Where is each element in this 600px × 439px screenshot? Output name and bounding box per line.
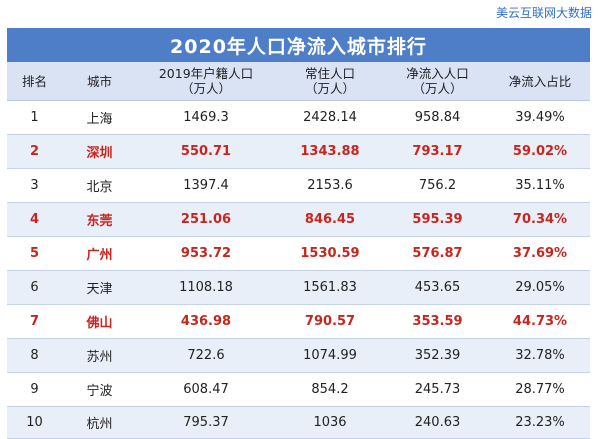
cell-ratio: 28.77% <box>490 372 590 407</box>
cell-hukou: 1397.4 <box>137 168 275 203</box>
cell-net-inflow: 576.87 <box>385 236 490 271</box>
cell-city: 佛山 <box>62 304 137 339</box>
cell-hukou: 608.47 <box>137 372 275 407</box>
cell-ratio: 44.73% <box>490 304 590 339</box>
cell-hukou: 251.06 <box>137 202 275 237</box>
cell-hukou: 1469.3 <box>137 100 275 135</box>
cell-rank: 4 <box>7 202 62 237</box>
ranking-table: 排名 城市 2019年户籍人口 （万人） 常住人口 （万人） 净流入人口 （万人） 净… <box>7 62 590 439</box>
cell-hukou: 722.6 <box>137 338 275 373</box>
table-row: 5 广州 953.72 1530.59 576.87 37.69% <box>7 236 590 271</box>
cell-city: 苏州 <box>62 338 137 373</box>
cell-rank: 5 <box>7 236 62 271</box>
table-row: 3 北京 1397.4 2153.6 756.2 35.11% <box>7 168 590 203</box>
header-net-inflow: 净流入人口 （万人） <box>385 62 490 101</box>
table-row: 4 东莞 251.06 846.45 595.39 70.34% <box>7 202 590 237</box>
table-row: 9 宁波 608.47 854.2 245.73 28.77% <box>7 372 590 407</box>
cell-rank: 3 <box>7 168 62 203</box>
cell-city: 北京 <box>62 168 137 203</box>
table-row: 7 佛山 436.98 790.57 353.59 44.73% <box>7 304 590 339</box>
header-ratio: 净流入占比 <box>490 62 590 101</box>
cell-rank: 9 <box>7 372 62 407</box>
header-hukou: 2019年户籍人口 （万人） <box>137 62 275 101</box>
cell-net-inflow: 353.59 <box>385 304 490 339</box>
table-row: 1 上海 1469.3 2428.14 958.84 39.49% <box>7 100 590 135</box>
cell-rank: 10 <box>7 406 62 439</box>
table-row: 8 苏州 722.6 1074.99 352.39 32.78% <box>7 338 590 373</box>
cell-resident: 854.2 <box>275 372 385 407</box>
cell-resident: 2428.14 <box>275 100 385 135</box>
cell-rank: 2 <box>7 134 62 169</box>
cell-ratio: 35.11% <box>490 168 590 203</box>
cell-net-inflow: 958.84 <box>385 100 490 135</box>
table-row: 6 天津 1108.18 1561.83 453.65 29.05% <box>7 270 590 305</box>
cell-rank: 1 <box>7 100 62 135</box>
cell-city: 东莞 <box>62 202 137 237</box>
table-header-row: 排名 城市 2019年户籍人口 （万人） 常住人口 （万人） 净流入人口 （万人） 净… <box>7 62 590 101</box>
table-title: 2020年人口净流入城市排行 <box>7 28 590 62</box>
cell-ratio: 37.69% <box>490 236 590 271</box>
cell-resident: 790.57 <box>275 304 385 339</box>
cell-ratio: 32.78% <box>490 338 590 373</box>
cell-resident: 1561.83 <box>275 270 385 305</box>
cell-city: 天津 <box>62 270 137 305</box>
cell-resident: 1074.99 <box>275 338 385 373</box>
cell-hukou: 953.72 <box>137 236 275 271</box>
cell-net-inflow: 793.17 <box>385 134 490 169</box>
cell-rank: 7 <box>7 304 62 339</box>
cell-ratio: 59.02% <box>490 134 590 169</box>
table-row: 2 深圳 550.71 1343.88 793.17 59.02% <box>7 134 590 169</box>
table-body: 1 上海 1469.3 2428.14 958.84 39.49% 2 深圳 550.71 134… <box>7 100 590 439</box>
cell-resident: 1343.88 <box>275 134 385 169</box>
cell-resident: 1036 <box>275 406 385 439</box>
cell-rank: 6 <box>7 270 62 305</box>
cell-ratio: 29.05% <box>490 270 590 305</box>
table-row: 10 杭州 795.37 1036 240.63 23.23% <box>7 406 590 439</box>
cell-ratio: 70.34% <box>490 202 590 237</box>
cell-net-inflow: 595.39 <box>385 202 490 237</box>
cell-hukou: 1108.18 <box>137 270 275 305</box>
cell-city: 宁波 <box>62 372 137 407</box>
cell-resident: 846.45 <box>275 202 385 237</box>
header-resident: 常住人口 （万人） <box>275 62 385 101</box>
cell-ratio: 39.49% <box>490 100 590 135</box>
cell-city: 广州 <box>62 236 137 271</box>
cell-hukou: 436.98 <box>137 304 275 339</box>
cell-net-inflow: 245.73 <box>385 372 490 407</box>
cell-hukou: 550.71 <box>137 134 275 169</box>
header-city: 城市 <box>62 62 137 101</box>
cell-net-inflow: 352.39 <box>385 338 490 373</box>
cell-net-inflow: 756.2 <box>385 168 490 203</box>
cell-city: 深圳 <box>62 134 137 169</box>
cell-city: 上海 <box>62 100 137 135</box>
ranking-table-container: 2020年人口净流入城市排行 排名 城市 2019年户籍人口 （万人） 常住人口（… <box>7 28 590 439</box>
cell-resident: 1530.59 <box>275 236 385 271</box>
cell-rank: 8 <box>7 338 62 373</box>
header-rank: 排名 <box>7 62 62 101</box>
cell-resident: 2153.6 <box>275 168 385 203</box>
cell-ratio: 23.23% <box>490 406 590 439</box>
cell-net-inflow: 453.65 <box>385 270 490 305</box>
cell-net-inflow: 240.63 <box>385 406 490 439</box>
brand-label: 美云互联网大数据 <box>495 6 592 20</box>
cell-hukou: 795.37 <box>137 406 275 439</box>
cell-city: 杭州 <box>62 406 137 439</box>
